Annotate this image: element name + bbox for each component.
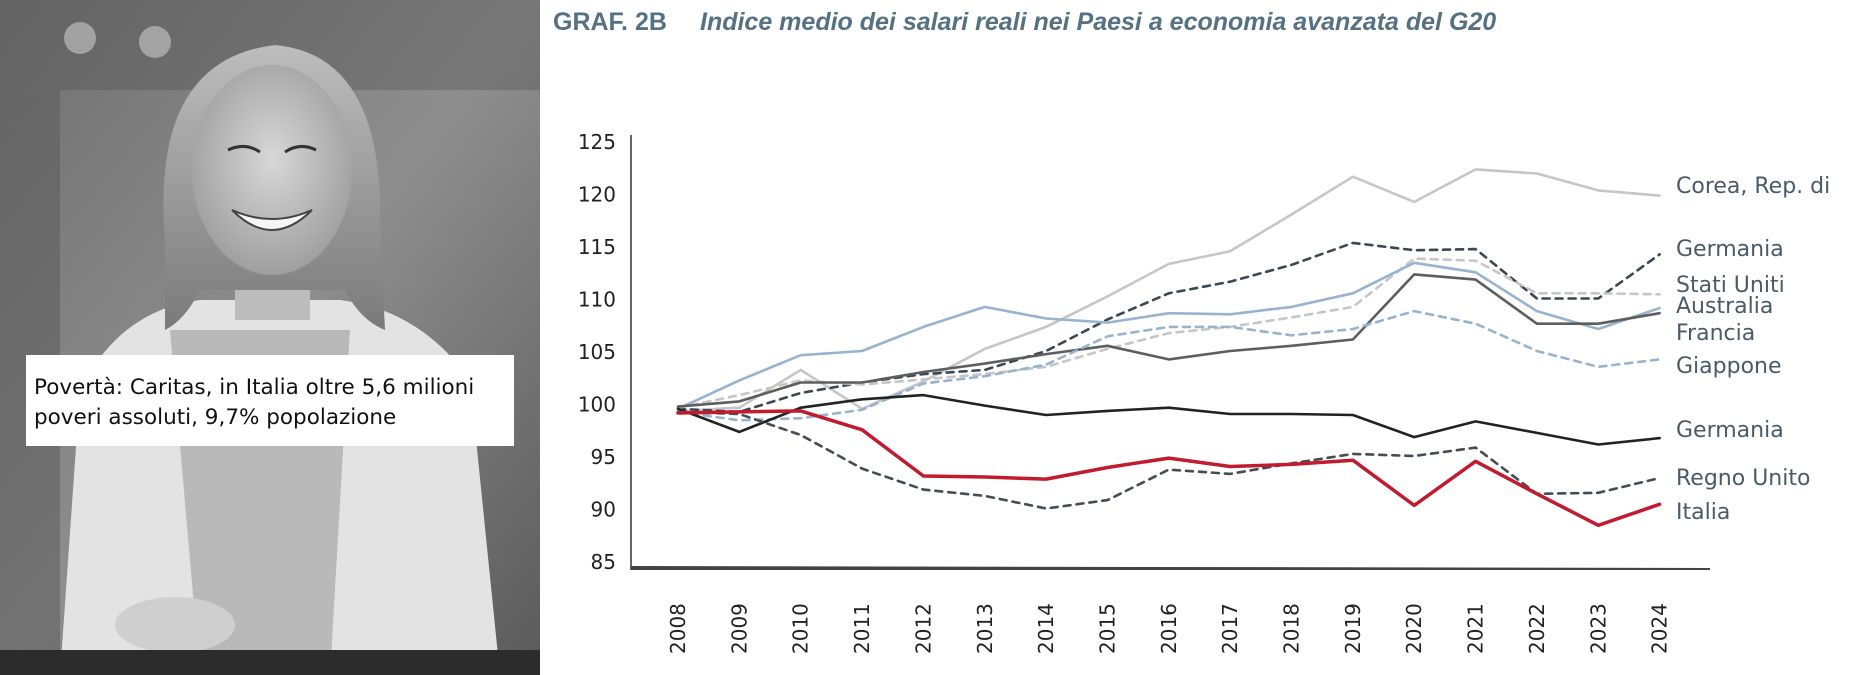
series-label-1: Corea, Rep. di [1676, 174, 1830, 199]
x-tick-label: 2022 [1525, 603, 1549, 654]
x-tick-label: 2023 [1586, 603, 1610, 654]
series-line-4 [676, 261, 1661, 411]
chart-header: GRAF. 2B Indice medio dei salari reali n… [553, 8, 1496, 44]
series-line-1 [676, 168, 1661, 413]
news-photo: Povertà: Caritas, in Italia oltre 5,6 mi… [0, 0, 540, 675]
x-tick-label: 2012 [911, 603, 935, 654]
person-photo-illustration [0, 0, 540, 675]
series-line-6 [676, 309, 1661, 422]
caption-line-2: poveri assoluti, 9,7% popolazione [34, 405, 397, 430]
series-label-2: Germania [1676, 237, 1784, 262]
series-label-3: Stati Uniti [1676, 273, 1785, 298]
x-tick-label: 2014 [1034, 603, 1058, 654]
y-tick-label: 95 [591, 445, 616, 469]
y-tick-label: 105 [578, 340, 616, 364]
series-label-9: Italia [1676, 500, 1730, 525]
y-tick-label: 85 [591, 550, 616, 574]
x-tick-label: 2017 [1218, 603, 1242, 654]
x-tick-label: 2021 [1464, 603, 1488, 654]
y-tick-label: 100 [578, 393, 616, 417]
x-tick-label: 2011 [850, 603, 874, 654]
x-tick-label: 2024 [1648, 603, 1672, 654]
caption-line-1: Povertà: Caritas, in Italia oltre 5,6 mi… [34, 375, 475, 400]
series-line-8 [676, 410, 1661, 510]
x-tick-label: 2016 [1157, 603, 1181, 654]
x-tick-label: 2008 [666, 603, 690, 654]
series-label-5: Francia [1676, 321, 1755, 346]
series-line-9 [676, 409, 1662, 528]
chart-figure-label: GRAF. 2B [553, 8, 667, 36]
series-label-4: Australia [1676, 294, 1773, 319]
x-tick-label: 2015 [1095, 603, 1119, 654]
series-line-7 [676, 393, 1661, 446]
series-line-3 [676, 257, 1661, 410]
series-label-7: Germania [1676, 418, 1784, 443]
x-tick-label: 2020 [1402, 603, 1426, 654]
news-caption: Povertà: Caritas, in Italia oltre 5,6 mi… [26, 355, 514, 446]
x-axis-line [631, 566, 1710, 570]
series-line-2 [676, 241, 1661, 414]
x-tick-label: 2013 [973, 603, 997, 654]
x-tick-label: 2018 [1280, 603, 1304, 654]
series-label-8: Regno Unito [1676, 466, 1810, 491]
y-tick-label: 125 [578, 130, 616, 154]
line-chart: 85 90 95 100 105 110 115 120 125 2008 2009 2010 2011… [578, 130, 1830, 654]
chart-title: Indice medio dei salari reali nei Paesi … [700, 8, 1497, 36]
y-tick-label: 115 [578, 235, 616, 259]
series-line-5 [676, 273, 1661, 408]
x-tick-label: 2009 [727, 603, 751, 654]
x-tick-label: 2010 [789, 603, 813, 654]
y-tick-label: 110 [578, 288, 616, 312]
x-tick-label: 2019 [1341, 603, 1365, 654]
y-tick-label: 90 [591, 498, 616, 522]
series-label-6: Giappone [1676, 354, 1782, 379]
y-tick-label: 120 [578, 183, 616, 207]
